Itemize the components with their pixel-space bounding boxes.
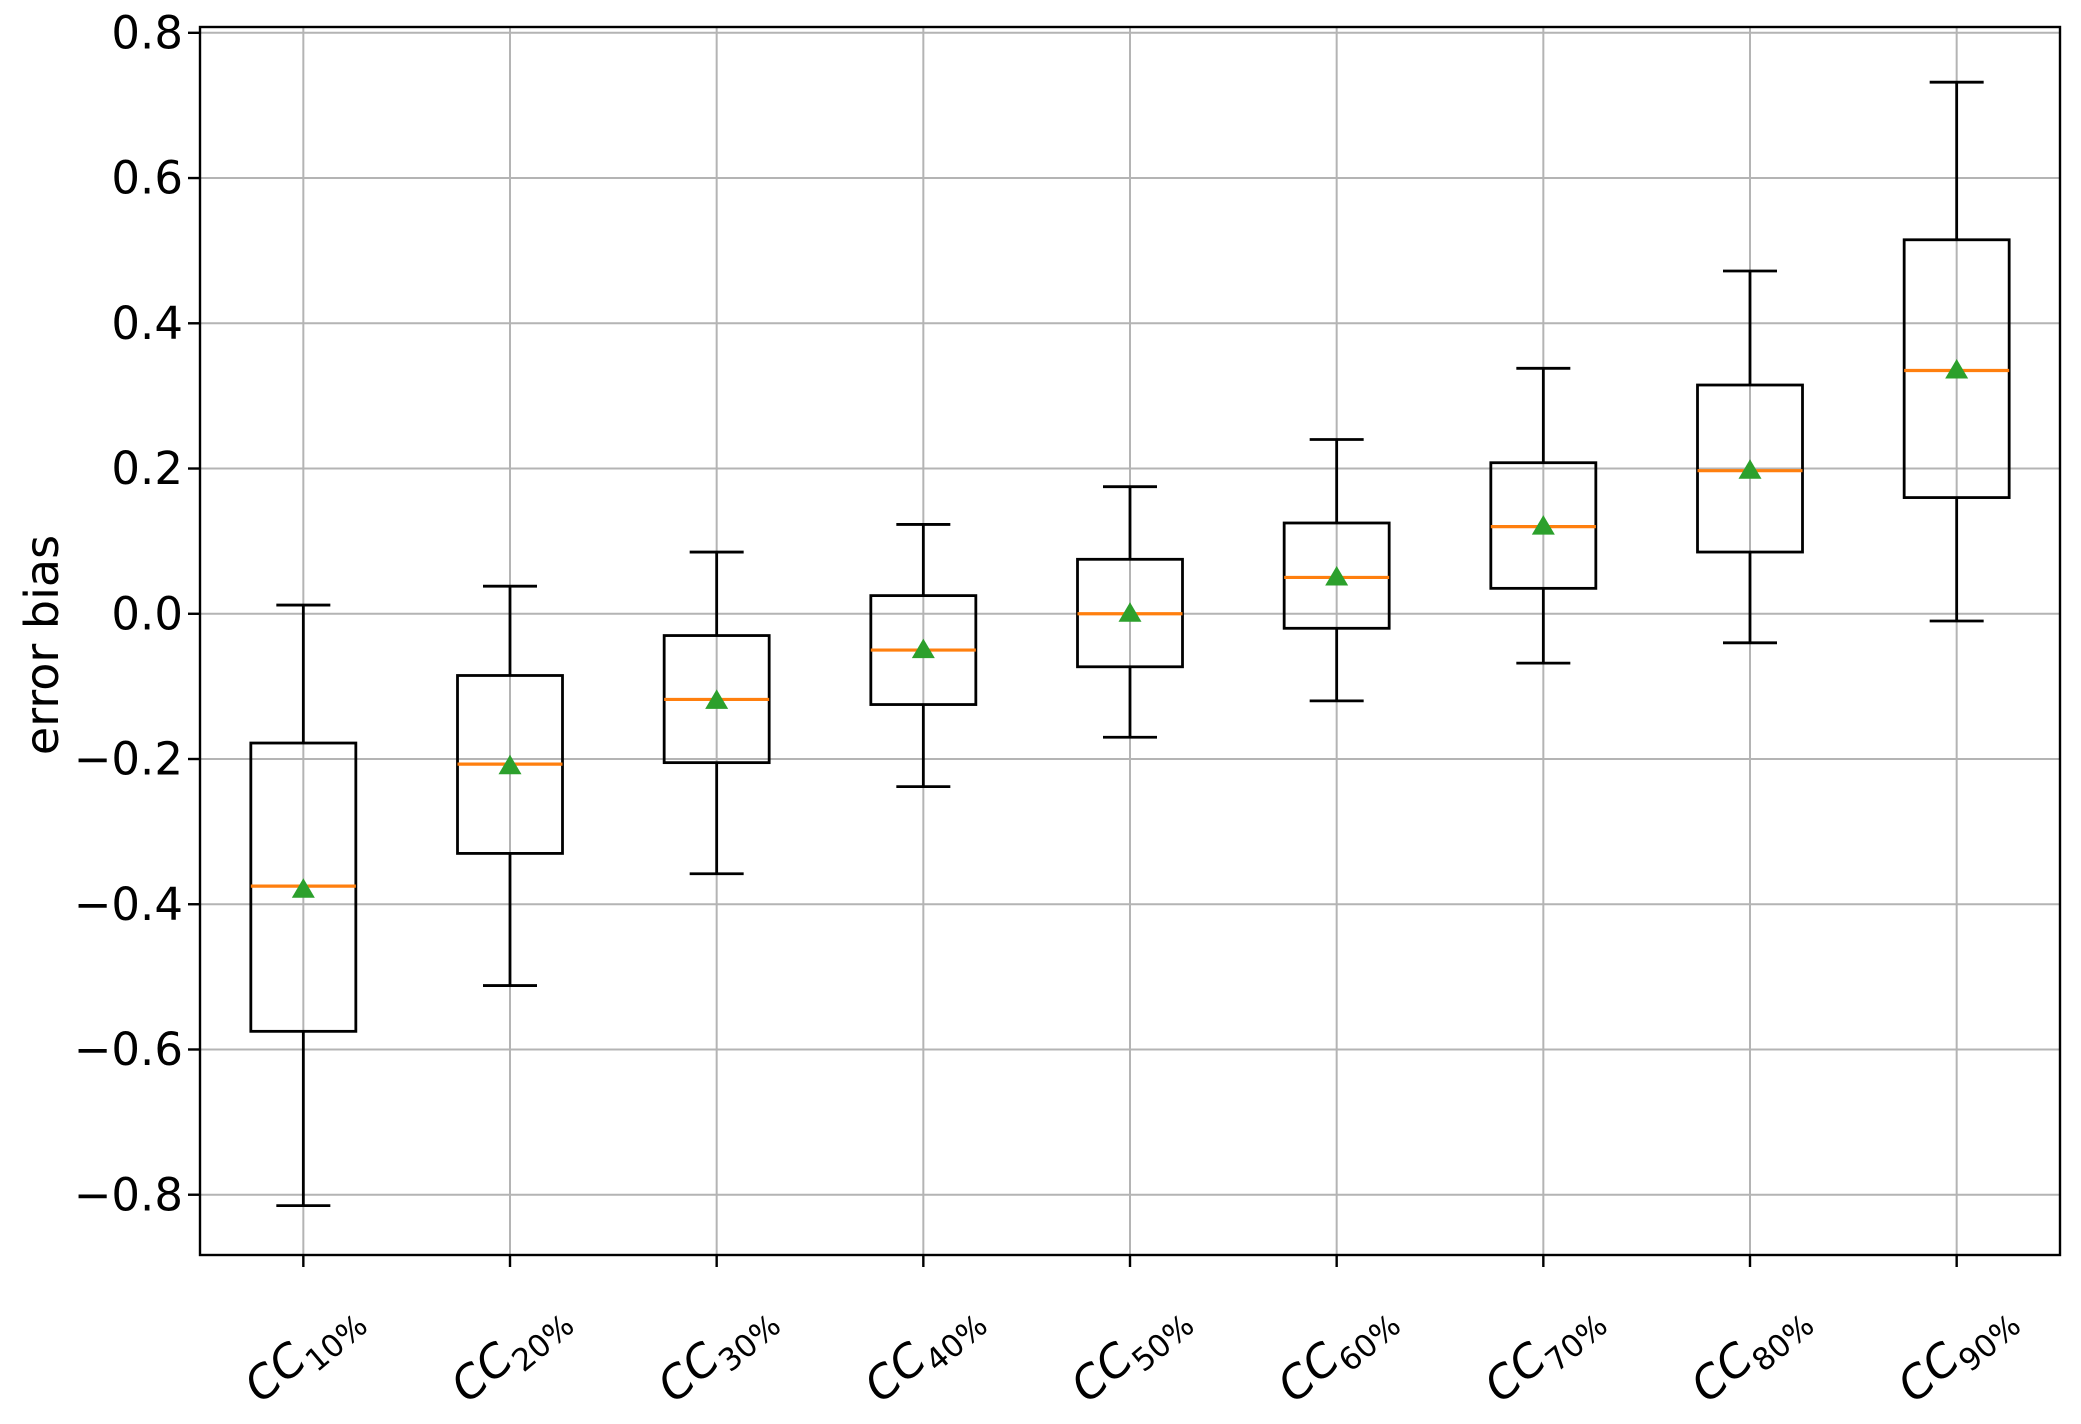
x-category-label: CC60% (1267, 1287, 1408, 1419)
mean-marker (1325, 565, 1349, 586)
x-category-label-main: CC (647, 1331, 730, 1412)
y-tick-label: 0.8 (111, 6, 183, 59)
y-tick-label: 0.4 (111, 297, 183, 350)
x-category-label-main: CC (234, 1331, 317, 1412)
x-category-label-main: CC (1474, 1331, 1557, 1412)
x-category-label: CC20% (441, 1287, 582, 1419)
x-category-label: CC10% (234, 1287, 375, 1419)
box-group-CC30% (662, 550, 771, 876)
y-tick-label: −0.2 (74, 733, 183, 786)
iqr-box (1282, 521, 1391, 630)
mean-marker (291, 878, 315, 898)
mean-marker (1118, 602, 1142, 622)
box-group-CC80% (1696, 269, 1804, 645)
y-tick-label: −0.4 (74, 878, 183, 931)
x-category-label-main: CC (1887, 1331, 1970, 1412)
box-group-CC50% (1076, 485, 1184, 739)
box-group-CC70% (1489, 366, 1598, 665)
x-category-label-main: CC (1061, 1331, 1144, 1412)
box-group-CC60% (1282, 438, 1391, 703)
mean-marker (1531, 515, 1555, 535)
mean-marker (498, 754, 522, 775)
x-category-label: CC40% (854, 1287, 995, 1419)
box-group-CC10% (249, 603, 358, 1208)
mean-marker (705, 689, 729, 709)
iqr-box (1902, 238, 2011, 499)
x-category-label-main: CC (854, 1331, 937, 1412)
x-category-label: CC90% (1887, 1287, 2028, 1419)
y-tick-label: −0.8 (74, 1168, 183, 1221)
box-group-CC20% (456, 584, 564, 987)
x-category-label-main: CC (1267, 1331, 1350, 1412)
y-tick-label: −0.6 (74, 1023, 183, 1076)
y-tick-label: 0.6 (111, 152, 183, 205)
y-tick-label: 0.0 (111, 587, 183, 640)
x-category-label-main: CC (1681, 1331, 1764, 1412)
iqr-box (1696, 383, 1804, 554)
box-group-CC40% (869, 523, 978, 789)
y-axis-label: error bias (15, 535, 69, 755)
x-category-label-main: CC (441, 1331, 524, 1412)
x-category-label: CC50% (1061, 1287, 1202, 1419)
y-tick-label: 0.2 (111, 442, 183, 495)
mean-marker (1945, 358, 1969, 379)
x-category-label: CC70% (1474, 1287, 1615, 1419)
x-category-label: CC30% (647, 1287, 788, 1419)
mean-marker (1738, 459, 1762, 479)
box-group-CC90% (1902, 80, 2011, 623)
x-category-label: CC80% (1681, 1287, 1822, 1419)
mean-marker (911, 638, 935, 659)
